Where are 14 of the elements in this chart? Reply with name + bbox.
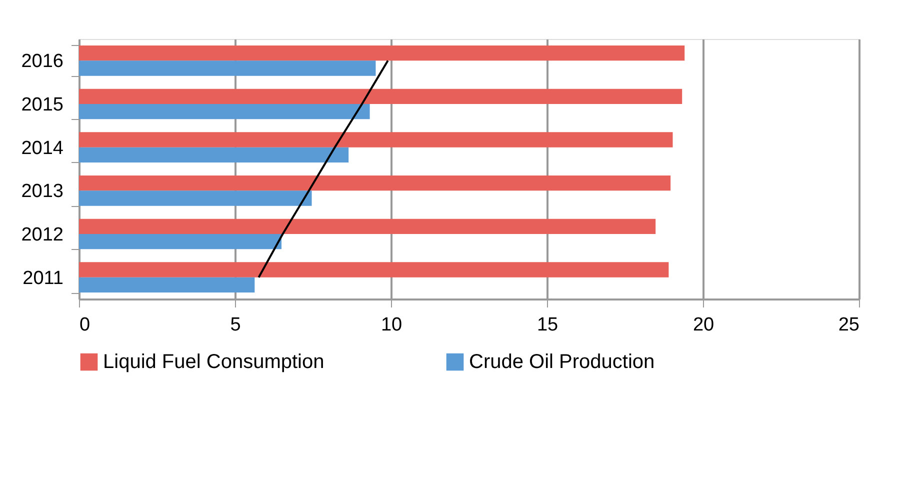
- x-tick-label: 5: [230, 314, 241, 336]
- x-tick-label: 25: [838, 314, 860, 336]
- y-tick-label: 2011: [22, 268, 64, 289]
- legend-label: Crude Oil Production: [469, 351, 655, 373]
- y-tick-label: 2014: [21, 138, 64, 159]
- y-tick-label: 2013: [21, 181, 64, 202]
- y-tick-label: 2015: [21, 94, 64, 116]
- y-tick-label: 2012: [21, 224, 64, 246]
- y-tick-label: 2016: [21, 51, 64, 72]
- legend-label: Liquid Fuel Consumption: [103, 351, 324, 373]
- x-tick-label: 10: [380, 314, 402, 336]
- x-tick-label: 20: [692, 314, 714, 336]
- x-tick-label: 15: [536, 314, 558, 336]
- x-tick-label: 0: [80, 314, 90, 336]
